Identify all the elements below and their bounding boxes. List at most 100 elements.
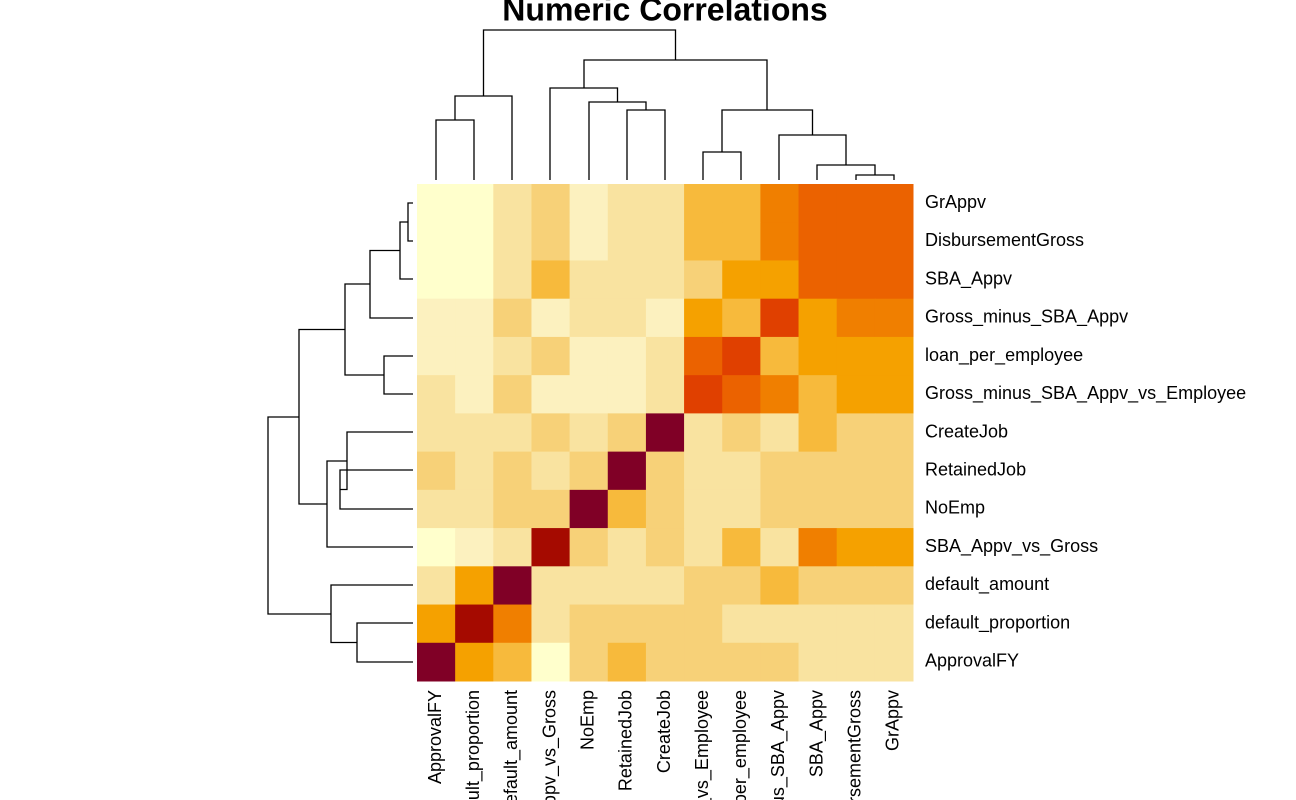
heatmap-cell (531, 375, 571, 414)
heatmap-cell (569, 260, 609, 300)
heatmap-cell (722, 566, 761, 606)
heatmap-cell (684, 260, 723, 300)
heatmap-cell (760, 489, 800, 529)
heatmap-cell (569, 222, 609, 261)
heatmap-cell (760, 566, 800, 606)
heatmap-cell (607, 489, 647, 529)
heatmap-cell (455, 566, 494, 606)
heatmap-cell (417, 222, 456, 261)
heatmap-cell (798, 642, 838, 682)
heatmap-cell (874, 336, 914, 376)
heatmap-cell (493, 489, 532, 529)
heatmap-cell (493, 298, 532, 338)
heatmap-cell (417, 184, 456, 223)
heatmap-cell (645, 451, 685, 491)
row-label: ApprovalFY (925, 651, 1019, 671)
column-label: Gross_minus_SBA_Appv (768, 690, 789, 800)
row-label: loan_per_employee (925, 345, 1083, 366)
heatmap-cell (493, 336, 532, 376)
heatmap-cell (874, 413, 914, 453)
heatmap-cell (798, 566, 838, 606)
heatmap-cell (531, 604, 571, 644)
heatmap-cell (760, 298, 800, 338)
heatmap-cell (684, 184, 723, 223)
heatmap-cell (569, 604, 609, 644)
heatmap-cell (760, 451, 800, 491)
heatmap-cell (493, 184, 532, 223)
heatmap-cell (569, 489, 609, 529)
heatmap-cell (569, 528, 609, 567)
heatmap-cell (607, 298, 647, 338)
heatmap-cell (722, 489, 761, 529)
heatmap-cell (798, 336, 838, 376)
heatmap-cell (607, 528, 647, 567)
heatmap-cell (760, 184, 800, 223)
row-label: GrAppv (925, 192, 986, 212)
heatmap-cell (493, 413, 532, 453)
heatmap-cell (874, 375, 914, 414)
heatmap-cell (569, 336, 609, 376)
heatmap-cell (607, 642, 647, 682)
heatmap-cell (798, 413, 838, 453)
column-label: Gross_minus_SBA_Appv_vs_Employee (692, 690, 713, 800)
heatmap-cell (417, 298, 456, 338)
heatmap-cell (836, 489, 876, 529)
column-label: GrAppv (883, 690, 903, 751)
heatmap-cell (455, 604, 494, 644)
heatmap-cell (455, 184, 494, 223)
heatmap-cell (417, 451, 456, 491)
heatmap-cell (760, 375, 800, 414)
heatmap-cell (493, 642, 532, 682)
heatmap-cell (874, 566, 914, 606)
heatmap-cell (417, 642, 456, 682)
heatmap-cell (569, 298, 609, 338)
heatmap-cell (645, 566, 685, 606)
heatmap-cell (531, 184, 571, 223)
heatmap-cell (836, 336, 876, 376)
row-label: CreateJob (925, 421, 1008, 441)
heatmap-cell (836, 528, 876, 567)
heatmap-cell (722, 222, 761, 261)
heatmap-cell (684, 298, 723, 338)
heatmap-cell (607, 566, 647, 606)
heatmap-cell (645, 336, 685, 376)
heatmap-cell (607, 222, 647, 261)
heatmap-cell (684, 413, 723, 453)
heatmap-cell (531, 298, 571, 338)
heatmap-cell (645, 642, 685, 682)
heatmap-cell (684, 604, 723, 644)
heatmap-cell (798, 222, 838, 261)
heatmap-cell (417, 375, 456, 414)
heatmap-cell (645, 413, 685, 453)
heatmap-cell (836, 298, 876, 338)
heatmap-cell (455, 336, 494, 376)
column-label: SBA_Appv_vs_Gross (539, 690, 560, 800)
heatmap-cell (684, 336, 723, 376)
heatmap-cell (798, 375, 838, 414)
heatmap-cell (607, 184, 647, 223)
heatmap-cell (417, 336, 456, 376)
heatmap-cell (455, 451, 494, 491)
heatmap-cell (874, 528, 914, 567)
heatmap-cell (645, 375, 685, 414)
column-label: SBA_Appv (806, 690, 827, 777)
heatmap-cell (455, 528, 494, 567)
column-label: default_proportion (463, 690, 484, 800)
column-label: RetainedJob (616, 690, 636, 791)
heatmap-cell (798, 184, 838, 223)
heatmap-cell (836, 222, 876, 261)
heatmap-cell (455, 413, 494, 453)
row-label: RetainedJob (925, 459, 1026, 479)
heatmap-cell (493, 222, 532, 261)
heatmap-cell (531, 642, 571, 682)
heatmap-cell (493, 375, 532, 414)
heatmap-cell (760, 528, 800, 567)
heatmap-cell (684, 642, 723, 682)
heatmap-cell (531, 528, 571, 567)
column-label: CreateJob (654, 690, 674, 773)
heatmap-cell (760, 260, 800, 300)
heatmap-cell (569, 642, 609, 682)
heatmap-cell (645, 260, 685, 300)
column-label: DisbursementGross (845, 690, 865, 800)
row-label: default_proportion (925, 612, 1070, 633)
